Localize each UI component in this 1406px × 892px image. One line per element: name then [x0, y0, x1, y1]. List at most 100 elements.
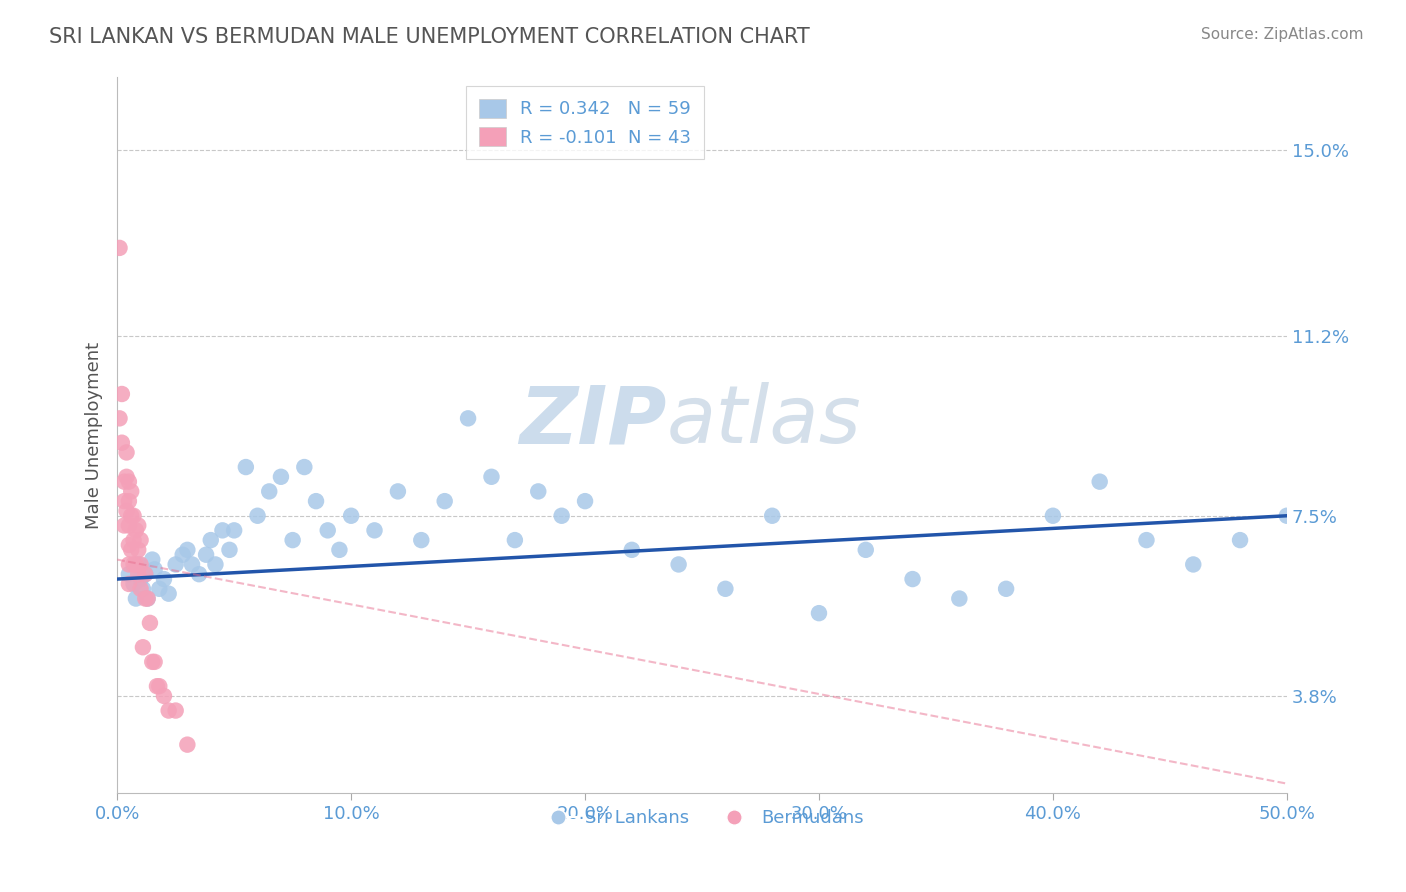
Text: atlas: atlas — [666, 382, 862, 460]
Point — [148, 582, 170, 596]
Point — [120, 542, 142, 557]
Point — [127, 518, 149, 533]
Point — [141, 655, 163, 669]
Point — [481, 470, 503, 484]
Point — [172, 548, 194, 562]
Point — [411, 533, 433, 547]
Point — [855, 542, 877, 557]
Point — [181, 558, 204, 572]
Point — [270, 470, 292, 484]
Point — [176, 738, 198, 752]
Point — [143, 562, 166, 576]
Point — [127, 567, 149, 582]
Point — [129, 582, 152, 596]
Point — [188, 567, 211, 582]
Point — [111, 387, 134, 401]
Point — [157, 587, 180, 601]
Point — [122, 558, 145, 572]
Point — [995, 582, 1018, 596]
Point — [120, 484, 142, 499]
Y-axis label: Male Unemployment: Male Unemployment — [86, 342, 103, 529]
Legend: Sri Lankans, Bermudans: Sri Lankans, Bermudans — [533, 802, 872, 834]
Point — [328, 542, 350, 557]
Point — [118, 538, 141, 552]
Point — [433, 494, 456, 508]
Point — [120, 508, 142, 523]
Point — [1182, 558, 1205, 572]
Point — [1275, 508, 1298, 523]
Point — [134, 567, 156, 582]
Point — [218, 542, 240, 557]
Point — [153, 689, 176, 703]
Point — [305, 494, 328, 508]
Point — [224, 524, 246, 538]
Point — [127, 542, 149, 557]
Point — [134, 567, 156, 582]
Point — [118, 518, 141, 533]
Point — [134, 591, 156, 606]
Point — [1088, 475, 1111, 489]
Point — [136, 591, 159, 606]
Point — [127, 558, 149, 572]
Point — [340, 508, 363, 523]
Point — [122, 577, 145, 591]
Point — [1042, 508, 1064, 523]
Point — [118, 577, 141, 591]
Point — [118, 475, 141, 489]
Point — [111, 435, 134, 450]
Point — [141, 552, 163, 566]
Point — [211, 524, 233, 538]
Point — [153, 572, 176, 586]
Point — [527, 484, 550, 499]
Text: Source: ZipAtlas.com: Source: ZipAtlas.com — [1201, 27, 1364, 42]
Point — [115, 504, 138, 518]
Point — [122, 508, 145, 523]
Point — [948, 591, 970, 606]
Point — [132, 582, 155, 596]
Point — [165, 704, 187, 718]
Point — [1229, 533, 1251, 547]
Point — [148, 679, 170, 693]
Point — [363, 524, 385, 538]
Point — [125, 524, 148, 538]
Point — [146, 679, 169, 693]
Point — [165, 558, 187, 572]
Point — [112, 494, 135, 508]
Point — [115, 445, 138, 459]
Point — [714, 582, 737, 596]
Point — [122, 533, 145, 547]
Text: ZIP: ZIP — [520, 382, 666, 460]
Point — [246, 508, 269, 523]
Point — [235, 460, 257, 475]
Point — [457, 411, 479, 425]
Point — [620, 542, 643, 557]
Point — [668, 558, 690, 572]
Point — [761, 508, 783, 523]
Point — [118, 558, 141, 572]
Point — [807, 606, 830, 620]
Point — [387, 484, 409, 499]
Point — [257, 484, 280, 499]
Point — [550, 508, 572, 523]
Point — [112, 475, 135, 489]
Point — [157, 704, 180, 718]
Point — [136, 591, 159, 606]
Point — [200, 533, 222, 547]
Point — [115, 470, 138, 484]
Point — [143, 655, 166, 669]
Point — [204, 558, 226, 572]
Point — [108, 241, 131, 255]
Point — [176, 542, 198, 557]
Point — [118, 567, 141, 582]
Point — [108, 411, 131, 425]
Text: SRI LANKAN VS BERMUDAN MALE UNEMPLOYMENT CORRELATION CHART: SRI LANKAN VS BERMUDAN MALE UNEMPLOYMENT… — [49, 27, 810, 46]
Point — [118, 494, 141, 508]
Point — [132, 640, 155, 655]
Point — [125, 591, 148, 606]
Point — [112, 518, 135, 533]
Point — [125, 558, 148, 572]
Point — [292, 460, 315, 475]
Point — [901, 572, 924, 586]
Point — [139, 615, 162, 630]
Point — [281, 533, 304, 547]
